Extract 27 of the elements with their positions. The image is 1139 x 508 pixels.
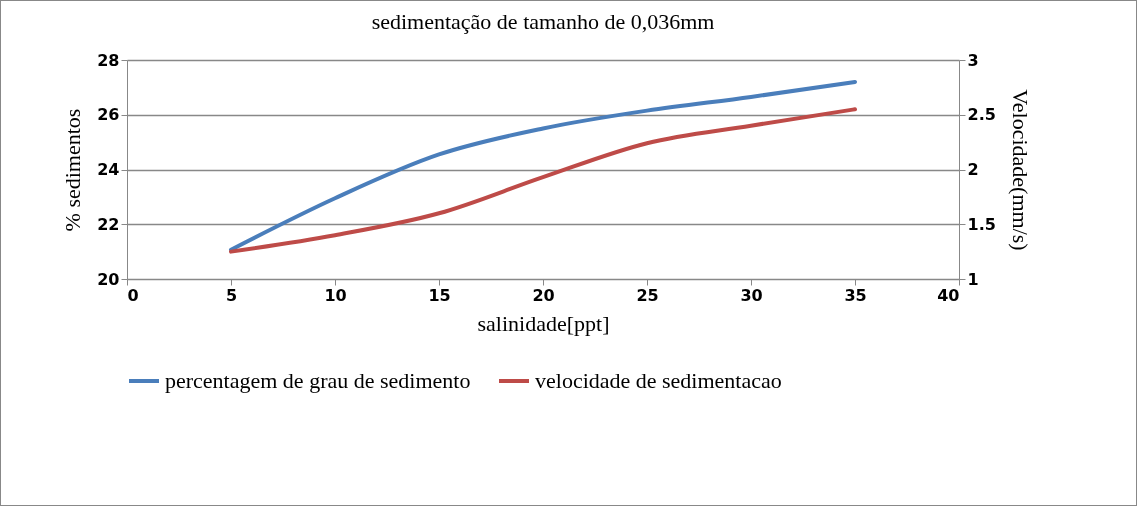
x-tick-label: 25 <box>636 285 659 305</box>
y2-tick-label: 1.5 <box>967 214 996 234</box>
x-axis-title: salinidade[ppt] <box>477 310 610 336</box>
line-series <box>229 79 857 252</box>
y-tick-label: 24 <box>97 160 120 179</box>
x-tick-label: 35 <box>844 285 867 305</box>
y2-tick-label: 1 <box>967 269 979 289</box>
y2-axis-title: Velocidade(mm/s) <box>1007 89 1033 251</box>
line-series <box>229 107 857 254</box>
chart-title: sedimentação de tamanho de 0,036mm <box>371 9 715 34</box>
x-tick-label: 20 <box>532 285 555 305</box>
y2-tick-label: 3 <box>967 50 979 70</box>
x-tick-label: 40 <box>937 285 960 305</box>
x-tick-label: 30 <box>740 285 763 305</box>
x-tick-label: 15 <box>428 285 451 305</box>
y-tick-label: 20 <box>97 269 120 289</box>
y-tick-label: 26 <box>97 105 120 125</box>
x-tick-label: 0 <box>127 285 139 305</box>
y2-tick-label: 2.5 <box>967 105 996 125</box>
x-tick-label: 5 <box>225 285 238 305</box>
legend-label: velocidade de sedimentacao <box>535 368 782 393</box>
y-tick-label: 28 <box>97 50 120 70</box>
legend-label: percentagem de grau de sedimento <box>165 368 471 393</box>
y-tick-label: 22 <box>97 214 120 234</box>
x-tick-label: 10 <box>324 285 347 305</box>
y-axis-title: % sedimentos <box>60 108 86 232</box>
y2-tick-label: 2 <box>967 160 979 179</box>
